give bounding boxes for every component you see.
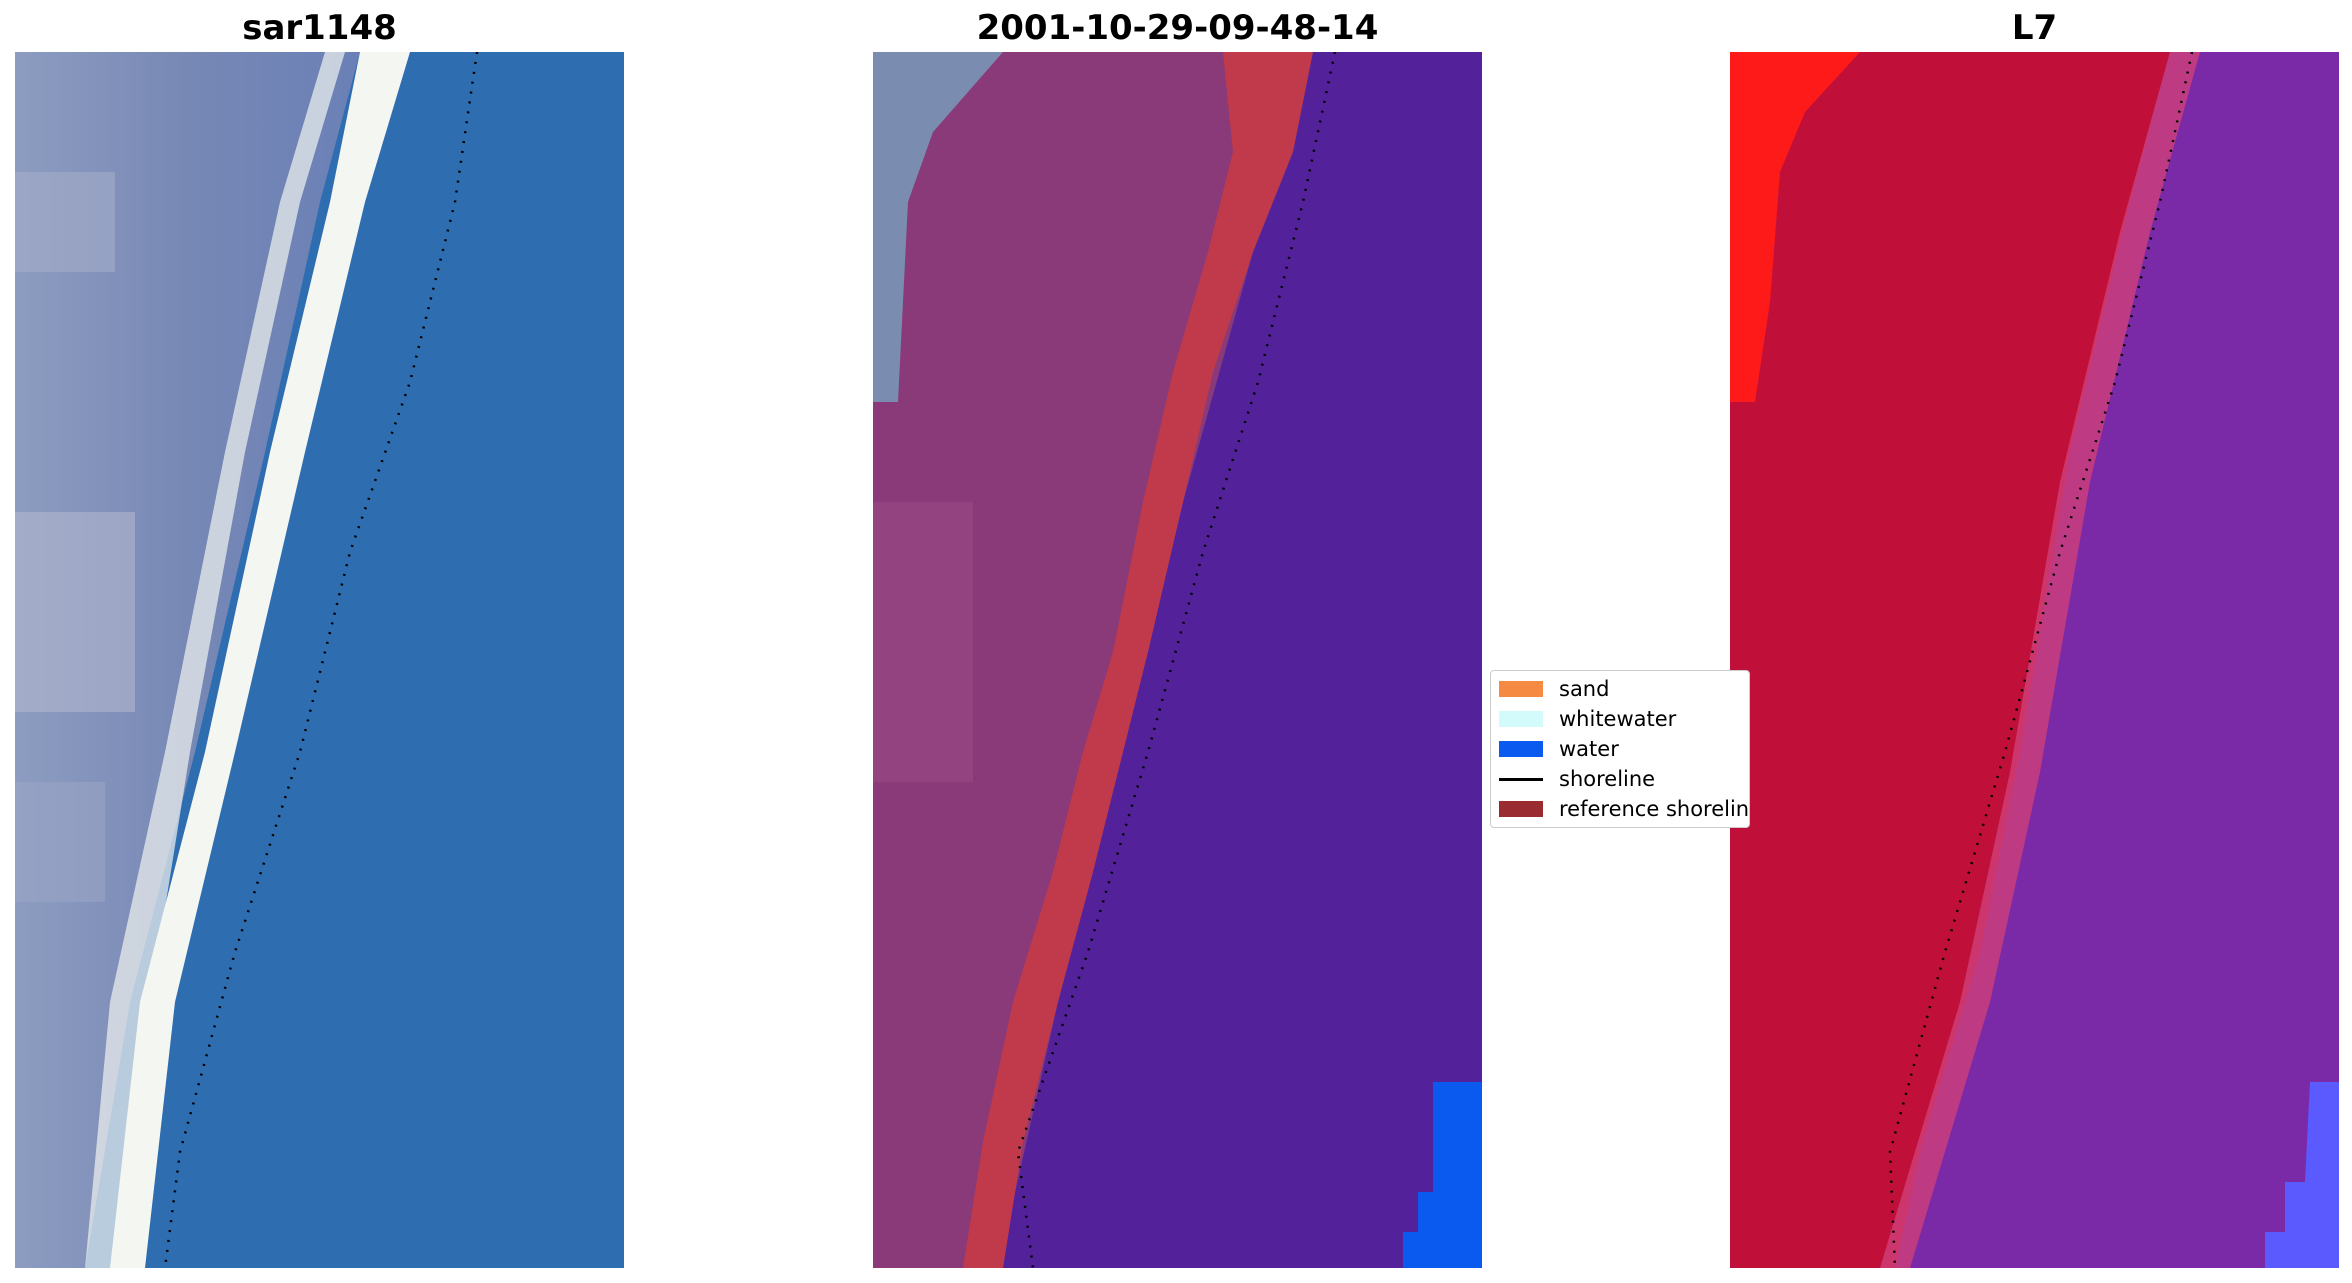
index-shoreline (1888, 52, 2194, 1268)
rgb-image (15, 52, 624, 1268)
rgb-land-patch (15, 782, 105, 902)
panel-title-index: L7 (2011, 8, 2058, 48)
index-land-region (1730, 52, 2170, 1268)
legend-swatch-reference-shoreline (1499, 801, 1543, 817)
legend-label-sand: sand (1559, 677, 1610, 701)
panel-title-rgb: sar1148 (242, 8, 397, 48)
rgb-land-patch (15, 512, 135, 712)
index-water-pixels (2265, 1082, 2339, 1268)
class-water-pixels (1403, 1082, 1482, 1268)
index-high-region (1730, 52, 1860, 402)
index-image (1730, 52, 2339, 1268)
rgb-shoreline (163, 52, 479, 1268)
legend-swatch-whitewater (1499, 711, 1543, 727)
panel-title-classification: 2001-10-29-09-48-14 (976, 8, 1379, 48)
legend-label-reference-shoreline: reference shoreline (1559, 797, 1750, 821)
index-panel (1730, 52, 2339, 1268)
index-transition-band (1880, 52, 2200, 1268)
legend-label-water: water (1559, 737, 1619, 761)
legend-swatch-sand (1499, 681, 1543, 697)
class-reference-band (963, 52, 1313, 1268)
legend: sand whitewater water shoreline referenc… (1490, 670, 1750, 828)
rgb-land-patch (15, 172, 115, 272)
rgb-image-panel (15, 52, 624, 1268)
legend-item-water: water (1499, 735, 1619, 763)
legend-item-shoreline: shoreline (1499, 765, 1655, 793)
class-topleft-region (873, 52, 1003, 402)
class-shoreline (1016, 52, 1337, 1268)
legend-swatch-water (1499, 741, 1543, 757)
class-land-patch (873, 502, 973, 782)
legend-item-whitewater: whitewater (1499, 705, 1676, 733)
classification-image (873, 52, 1482, 1268)
classification-panel (873, 52, 1482, 1268)
legend-item-reference-shoreline: reference shoreline (1499, 795, 1750, 823)
rgb-whitewater-band (110, 52, 410, 1268)
legend-label-shoreline: shoreline (1559, 767, 1656, 791)
legend-line-shoreline (1499, 777, 1543, 781)
legend-item-sand: sand (1499, 675, 1609, 703)
legend-label-whitewater: whitewater (1559, 707, 1677, 731)
